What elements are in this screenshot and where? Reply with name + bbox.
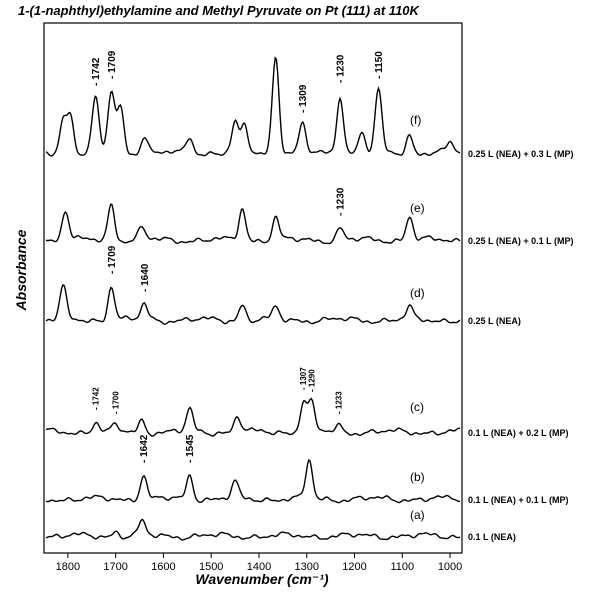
peak-label: - 1642 bbox=[139, 434, 150, 463]
peak-label: - 1290 bbox=[307, 369, 316, 392]
x-tick-label: 1000 bbox=[438, 561, 462, 573]
chart-title: 1-(1-naphthyl)ethylamine and Methyl Pyru… bbox=[18, 3, 421, 18]
x-tick-label: 1500 bbox=[199, 561, 223, 573]
series-name: 0.1 L (NEA) + 0.1 L (MP) bbox=[468, 495, 568, 505]
spectrum-line bbox=[45, 203, 461, 245]
series-name: 0.25 L (NEA) + 0.1 L (MP) bbox=[468, 236, 573, 246]
peak-label: - 1150 bbox=[374, 51, 385, 79]
series-letter: (d) bbox=[410, 286, 425, 300]
x-axis-ticks: 1800 1700 1600 1500 1400 1300 1200 1100 1000 bbox=[56, 553, 462, 573]
series-letter: (f) bbox=[410, 113, 421, 127]
peak-label: - 1742 bbox=[91, 57, 102, 86]
spectrum-series: (d) 0.25 L (NEA) - 1709 - 1640 bbox=[45, 245, 521, 326]
spectrum-line bbox=[45, 458, 461, 504]
peak-label: - 1742 bbox=[91, 387, 100, 410]
series-name: 0.25 L (NEA) + 0.3 L (MP) bbox=[468, 149, 573, 159]
peak-label: - 1545 bbox=[185, 434, 196, 463]
peak-label: - 1709 bbox=[107, 245, 118, 274]
peak-label: - 1709 bbox=[107, 50, 118, 79]
x-tick-label: 1700 bbox=[103, 561, 127, 573]
x-tick-label: 1400 bbox=[247, 561, 271, 573]
spectrum-line bbox=[45, 56, 461, 157]
peak-label: - 1233 bbox=[335, 391, 344, 414]
x-tick-label: 1300 bbox=[295, 561, 319, 573]
peak-label: - 1309 bbox=[298, 84, 309, 113]
x-tick-label: 1800 bbox=[56, 561, 80, 573]
series-name: 0.1 L (NEA) + 0.2 L (MP) bbox=[468, 428, 568, 438]
series-name: 0.25 L (NEA) bbox=[468, 316, 521, 326]
spectrum-series: (c) 0.1 L (NEA) + 0.2 L (MP) - 1742 - 1700 -… bbox=[45, 367, 568, 438]
y-axis-title: Absorbance bbox=[13, 229, 29, 311]
series-name: 0.1 L (NEA) bbox=[468, 532, 516, 542]
spectrum-series: (e) 0.25 L (NEA) + 0.1 L (MP) - 1230 bbox=[45, 187, 573, 246]
spectrum-series: (f) 0.25 L (NEA) + 0.3 L (MP) - 1742 - 1709… bbox=[45, 50, 573, 159]
peak-label: - 1700 bbox=[111, 391, 120, 414]
x-tick-label: 1200 bbox=[342, 561, 366, 573]
spectrum-line bbox=[45, 284, 461, 325]
series-letter: (e) bbox=[410, 201, 425, 215]
x-axis-title: Wavenumber (cm⁻¹) bbox=[195, 571, 328, 587]
x-tick-label: 1100 bbox=[390, 561, 414, 573]
plot-frame bbox=[43, 22, 463, 554]
peak-label: - 1307 bbox=[299, 367, 308, 390]
peak-label: - 1230 bbox=[336, 187, 347, 216]
series-letter: (c) bbox=[410, 400, 424, 414]
peak-label: - 1640 bbox=[140, 263, 151, 292]
peak-label: - 1230 bbox=[336, 54, 347, 83]
x-tick-label: 1600 bbox=[151, 561, 175, 573]
plot-area: (f) 0.25 L (NEA) + 0.3 L (MP) - 1742 - 1709… bbox=[45, 50, 573, 542]
series-letter: (a) bbox=[410, 508, 425, 522]
spectrum-line bbox=[45, 397, 461, 437]
spectrum-series: (a) 0.1 L (NEA) bbox=[45, 508, 516, 542]
series-letter: (b) bbox=[410, 470, 425, 484]
spectrum-line bbox=[45, 518, 461, 541]
spectrum-series: (b) 0.1 L (NEA) + 0.1 L (MP) - 1642 - 1545 bbox=[45, 434, 568, 505]
